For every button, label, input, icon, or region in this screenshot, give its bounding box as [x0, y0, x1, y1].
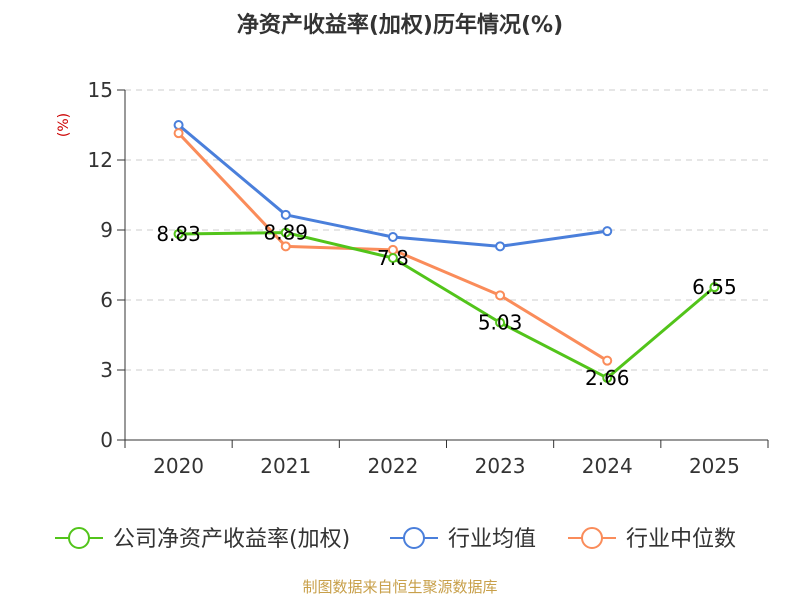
- series-0-point-2021: [280, 227, 291, 238]
- y-tick-label-0: 0: [100, 428, 113, 452]
- x-tick-label-2023: 2023: [475, 454, 526, 478]
- y-tick-label-6: 6: [100, 288, 113, 312]
- y-tick-label-9: 9: [100, 218, 113, 242]
- series-0-point-2022: [387, 253, 398, 263]
- legend-label-1: 行业均值: [448, 527, 536, 552]
- series-1-point-2023: [495, 241, 506, 252]
- data-label-2021: 8.89: [263, 221, 308, 245]
- data-label-2023: 5.03: [478, 311, 523, 335]
- x-tick-label-2021: 2021: [260, 454, 311, 478]
- legend-marker-1: [403, 527, 425, 549]
- source-note: 制图数据来自恒生聚源数据库: [302, 578, 497, 596]
- y-tick-label-12: 12: [88, 148, 113, 172]
- y-tick-label-15: 15: [88, 78, 113, 102]
- y-unit-label: (%): [56, 113, 72, 137]
- series-lines: [173, 120, 720, 383]
- x-tick-label-2025: 2025: [689, 454, 740, 478]
- series-1-point-2024: [602, 226, 613, 237]
- data-label-2022: 7.8: [377, 246, 409, 270]
- series-0-point-2020: [173, 228, 184, 239]
- series-1-point-2020: [173, 120, 184, 130]
- axes: 0 3 6 9 12 15 2020 2021 2022 2023 2024 2025: [88, 78, 769, 478]
- data-label-2020: 8.83: [156, 222, 201, 246]
- x-tick-label-2020: 2020: [153, 454, 204, 478]
- series-0-point-2025: [709, 282, 720, 293]
- legend: 公司净资产收益率(加权) 行业均值 行业中位数: [55, 527, 736, 552]
- y-tick-label-3: 3: [100, 358, 113, 382]
- legend-label-2: 行业中位数: [626, 527, 736, 552]
- x-tick-label-2024: 2024: [582, 454, 633, 478]
- series-line-1: [177, 123, 608, 248]
- series-2-point-2021: [280, 241, 291, 252]
- series-2-point-2024: [602, 355, 613, 366]
- data-label-2024: 2.66: [585, 366, 630, 390]
- legend-marker-0: [68, 527, 90, 549]
- series-1-point-2022: [387, 232, 398, 242]
- x-tick-label-2022: 2022: [367, 454, 418, 478]
- series-2-point-2020: [173, 128, 184, 139]
- legend-label-0: 公司净资产收益率(加权): [113, 527, 350, 552]
- chart-title: 净资产收益率(加权)历年情况(%): [237, 12, 563, 38]
- series-1-point-2021: [280, 209, 291, 220]
- data-label-2025: 6.55: [692, 275, 737, 299]
- series-0-point-2024: [602, 372, 613, 383]
- series-0-point-2023: [495, 317, 506, 328]
- data-labels: 8.83 8.89 7.8 5.03 2.66 6.55: [156, 221, 736, 390]
- series-line-0: [178, 231, 716, 380]
- series-2-point-2023: [495, 290, 506, 301]
- legend-marker-2: [581, 527, 603, 549]
- grid: [125, 89, 768, 371]
